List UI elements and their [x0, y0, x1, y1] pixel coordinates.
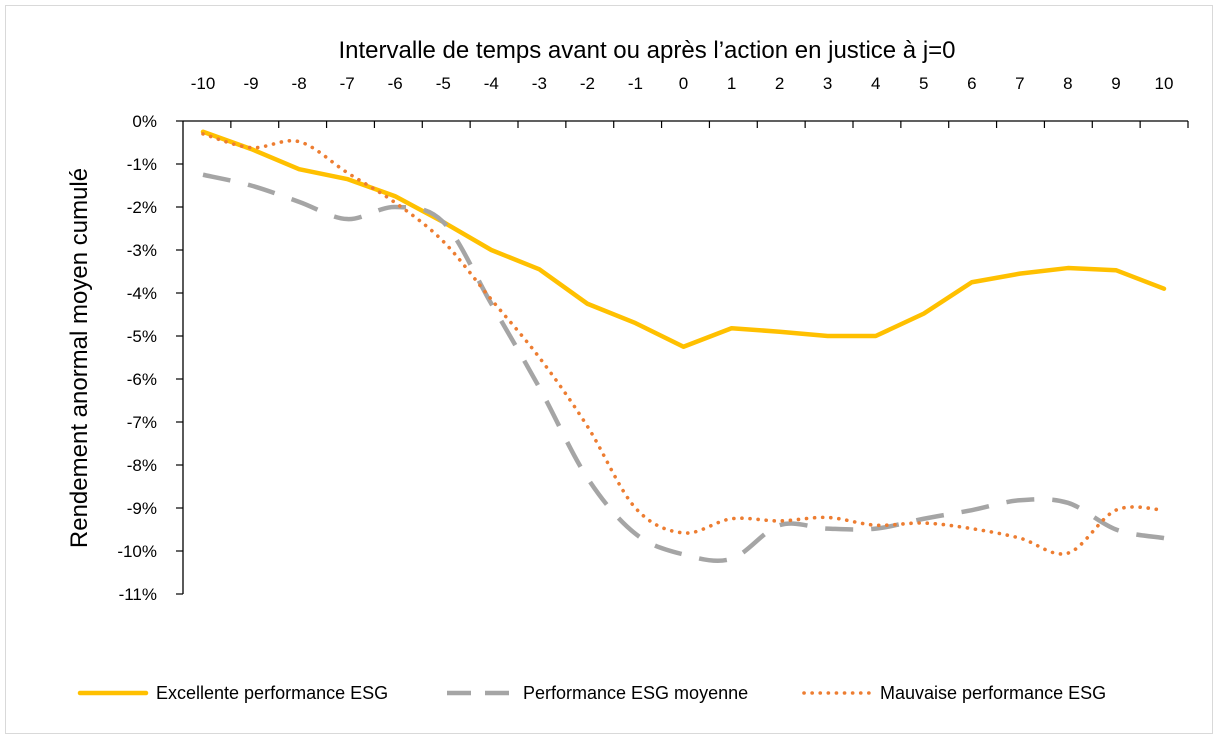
x-tick-label: 0 [679, 74, 688, 93]
series-line-1 [200, 129, 1167, 349]
chart-frame [5, 5, 1213, 734]
x-tick-label: -10 [191, 74, 216, 93]
x-tick-label: 4 [871, 74, 880, 93]
x-tick-label: -4 [484, 74, 499, 93]
y-tick-label: -4% [127, 284, 157, 303]
legend: Excellente performance ESG Performance ES… [77, 683, 1106, 703]
series-line-2 [202, 172, 1165, 563]
x-tick-label: -2 [580, 74, 595, 93]
y-tick-label: -5% [127, 327, 157, 346]
x-tick-label: -5 [436, 74, 451, 93]
x-tick-label: -3 [532, 74, 547, 93]
y-tick-label: -11% [119, 585, 157, 604]
x-tick-label: -9 [243, 74, 258, 93]
y-tick-label: -7% [127, 413, 157, 432]
x-tick-label: 7 [1015, 74, 1024, 93]
axes: 0%-1%-2%-3%-4%-5%-6%-7%-8%-9%-10%-11%-10… [117, 74, 1189, 604]
y-tick-label: -6% [127, 370, 157, 389]
x-tick-label: 2 [775, 74, 784, 93]
x-tick-label: -6 [388, 74, 403, 93]
x-tick-label: 9 [1111, 74, 1120, 93]
x-tick-label: 8 [1063, 74, 1072, 93]
x-tick-label: 10 [1155, 74, 1174, 93]
x-tick-label: -1 [628, 74, 643, 93]
series-layer [200, 129, 1167, 563]
x-tick-label: 5 [919, 74, 928, 93]
y-tick-label: -2% [127, 198, 157, 217]
y-tick-label: -10% [117, 542, 157, 561]
x-tick-label: 3 [823, 74, 832, 93]
x-tick-label: 1 [727, 74, 736, 93]
legend-label-3: Mauvaise performance ESG [880, 683, 1106, 703]
series-line-3 [201, 132, 1166, 556]
y-tick-label: -1% [127, 155, 157, 174]
y-tick-label: -8% [127, 456, 157, 475]
x-tick-label: -8 [292, 74, 307, 93]
x-tick-label: 6 [967, 74, 976, 93]
y-tick-label: -3% [127, 241, 157, 260]
x-tick-label: -7 [340, 74, 355, 93]
legend-label-2: Performance ESG moyenne [523, 683, 748, 703]
x-axis-title: Intervalle de temps avant ou après l’act… [338, 37, 955, 64]
y-axis-title: Rendement anormal moyen cumulé [66, 168, 93, 548]
legend-label-1: Excellente performance ESG [156, 683, 388, 703]
y-tick-label: -9% [127, 499, 157, 518]
y-tick-label: 0% [132, 112, 157, 131]
